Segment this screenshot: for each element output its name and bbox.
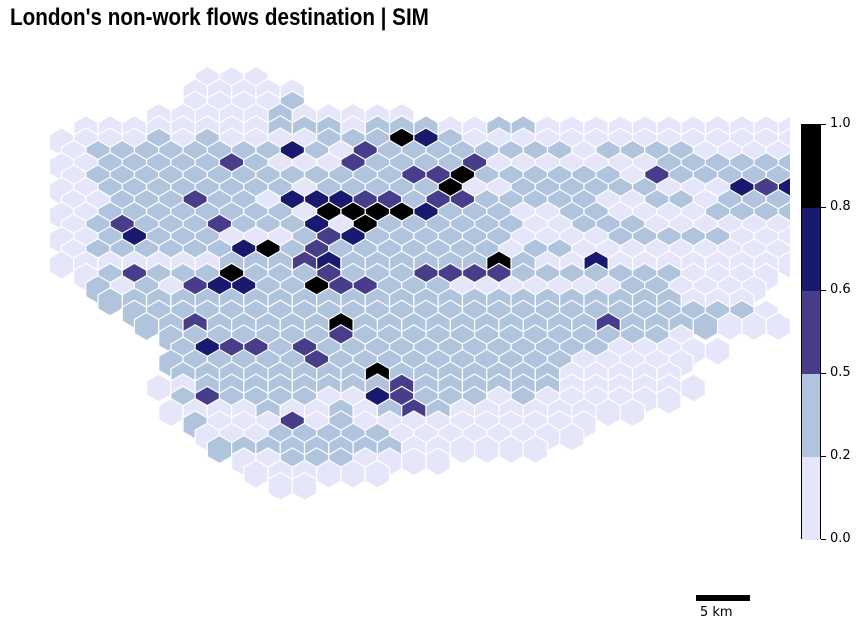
hex-cell — [619, 397, 646, 428]
hex-cell — [704, 336, 731, 366]
hex-cell — [765, 311, 790, 342]
colorbar-tick — [821, 123, 826, 125]
colorbar-tick-label: 0.5 — [830, 365, 851, 380]
colorbar-tick-label: 0.0 — [830, 531, 851, 546]
hex-cell — [364, 459, 391, 489]
hex-cell — [291, 471, 318, 502]
colorbar-tick-label: 0.8 — [830, 199, 851, 214]
colorbar-tick — [821, 455, 826, 457]
colorbar-tick — [821, 538, 826, 540]
scale-bar-label: 5 km — [700, 605, 733, 620]
map-title: London's non-work flows destination | SI… — [10, 4, 429, 31]
hex-cell — [777, 250, 790, 280]
hex-cell — [656, 385, 682, 415]
hex-cell — [145, 373, 172, 403]
scale-bar — [696, 595, 750, 601]
hex-cell — [680, 373, 707, 403]
hex-cell — [559, 422, 585, 452]
colorbar-tick — [821, 372, 826, 374]
colorbar-segment — [802, 291, 820, 374]
colorbar-tick-label: 0.6 — [830, 282, 851, 297]
colorbar-segment — [802, 457, 820, 540]
colorbar-tick — [821, 289, 826, 291]
colorbar-tick — [821, 206, 826, 208]
colorbar-tick-label: 1.0 — [830, 116, 851, 131]
colorbar-tick-label: 0.2 — [830, 448, 851, 463]
hexbin-map — [48, 65, 790, 502]
hex-cell — [425, 447, 451, 477]
colorbar — [801, 124, 821, 540]
colorbar-segment — [802, 374, 820, 457]
colorbar-segment — [802, 125, 820, 208]
hex-cell — [522, 434, 549, 465]
colorbar-segment — [802, 208, 820, 291]
